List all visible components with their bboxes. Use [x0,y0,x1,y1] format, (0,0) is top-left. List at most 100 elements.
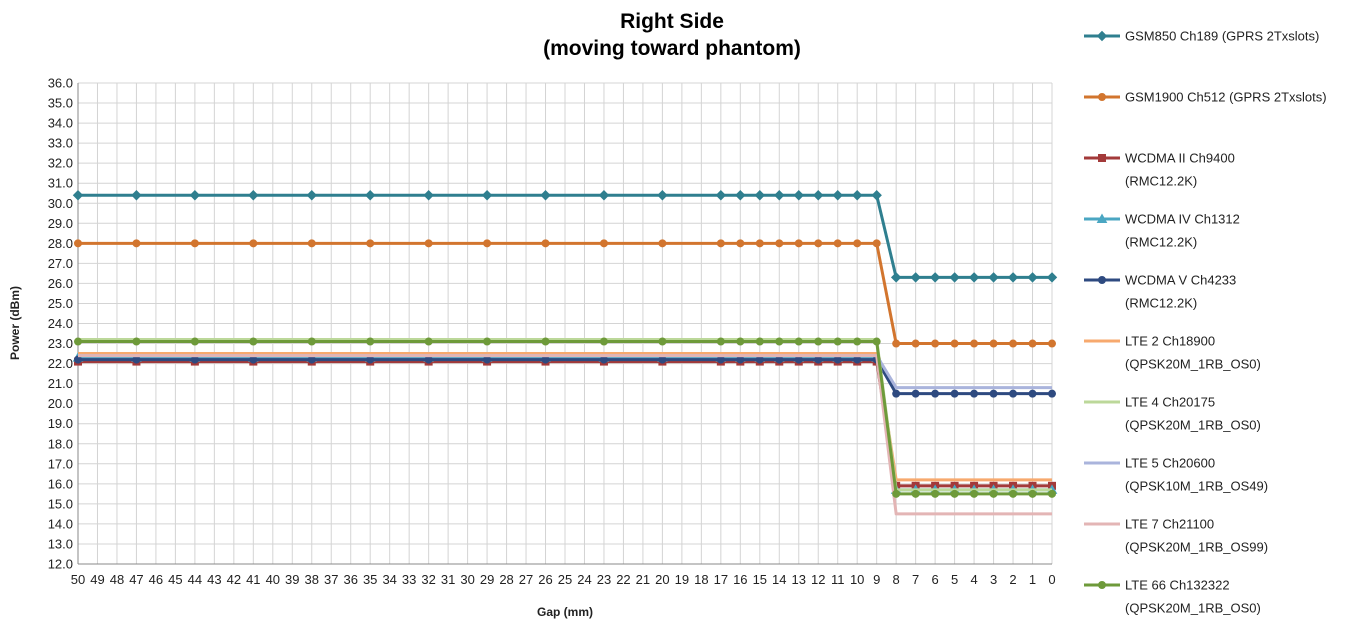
legend-label: LTE 5 Ch20600 [1125,456,1215,471]
series-point [307,337,316,346]
series-point [988,272,999,283]
series-point [189,190,201,201]
legend-label: LTE 2 Ch18900 [1125,334,1215,349]
series-point [249,355,258,364]
series-point [775,355,784,364]
y-tick-label: 29.0 [48,216,73,231]
series-point [833,239,842,248]
legend-item: GSM850 Ch189 (GPRS 2Txslots) [1084,29,1319,44]
legend-label: (QPSK20M_1RB_OS99) [1125,540,1268,555]
legend-label: (QPSK20M_1RB_OS0) [1125,601,1261,616]
legend-label: WCDMA II Ch9400 [1125,151,1235,166]
series-point [248,190,259,201]
series-point [872,337,881,346]
series-line [78,340,1052,496]
series-point [871,190,882,201]
x-tick-label: 17 [714,572,728,587]
x-tick-label: 45 [168,572,182,587]
series-point [832,190,843,201]
series-point [755,337,764,346]
y-tick-label: 26.0 [48,276,73,291]
series-point [949,272,960,283]
series-group [78,354,1052,516]
legend-label: (RMC12.2K) [1125,235,1197,250]
series-point [970,339,979,348]
legend-item: GSM1900 Ch512 (GPRS 2Txslots) [1084,90,1327,105]
x-tick-label: 29 [480,572,494,587]
series-point [74,337,82,346]
y-tick-label: 30.0 [48,196,73,211]
y-tick-label: 34.0 [48,116,73,131]
legend-label: LTE 7 Ch21100 [1125,517,1214,532]
series-point [931,339,940,348]
series-group [74,239,1056,348]
x-tick-label: 31 [441,572,455,587]
series-point [950,489,959,498]
series-point [950,389,959,398]
y-tick-label: 20.0 [48,396,73,411]
y-tick-label: 17.0 [48,456,73,471]
x-tick-label: 10 [850,572,864,587]
y-tick-label: 27.0 [48,256,73,271]
y-tick-label: 28.0 [48,236,73,251]
series-point [716,239,725,248]
series-point [1009,489,1018,498]
series-point [1007,272,1019,283]
x-tick-label: 47 [129,572,143,587]
x-tick-label: 27 [519,572,533,587]
series-point [911,389,920,398]
grid-lines [77,82,1053,565]
x-tick-label: 8 [893,572,900,587]
y-tick-label: 12.0 [48,557,73,572]
series-point [1048,489,1056,498]
series-point [190,355,199,364]
x-tick-label: 22 [616,572,630,587]
y-tick-label: 19.0 [48,416,73,431]
series-point [483,337,492,346]
series-point [910,272,921,283]
legend-item: WCDMA IV Ch1312 (RMC12.2K) [1084,212,1240,250]
legend-marker [1098,93,1106,101]
y-tick-label: 15.0 [48,496,73,511]
legend-item: LTE 4 Ch20175 (QPSK20M_1RB_OS0) [1084,395,1261,433]
series-point [541,355,550,364]
x-tick-label: 19 [675,572,689,587]
legend-label: LTE 66 Ch132322 [1125,578,1230,593]
x-tick-label: 16 [733,572,747,587]
x-tick-label: 5 [951,572,958,587]
series-group [74,337,1056,498]
legend-label: WCDMA V Ch4233 [1125,273,1236,288]
chart-subtitle: (moving toward phantom) [543,37,801,60]
legend-marker [1098,581,1106,589]
series-point [483,355,492,364]
y-tick-label: 16.0 [48,476,73,491]
series-point [74,239,82,248]
x-tick-label: 48 [110,572,124,587]
series-point [736,239,745,248]
series-point [814,355,823,364]
x-tick-label: 26 [538,572,552,587]
legend-marker [1096,213,1108,223]
y-tick-label: 32.0 [48,156,73,171]
series-point [541,337,550,346]
y-tick-label: 18.0 [48,436,73,451]
series-point [931,389,940,398]
series-point [74,355,82,364]
y-tick-label: 13.0 [48,536,73,551]
legend-label: LTE 4 Ch20175 [1125,395,1215,410]
x-tick-label: 18 [694,572,708,587]
series-point [366,355,375,364]
legend-label: (RMC12.2K) [1125,174,1197,189]
series-point [481,190,493,201]
chart-title: Right Side [620,10,724,33]
legend-label: (QPSK20M_1RB_OS0) [1125,418,1261,433]
series-point [1028,389,1037,398]
x-tick-label: 40 [266,572,280,587]
y-tick-label: 25.0 [48,296,73,311]
x-tick-label: 35 [363,572,377,587]
x-axis-label: Gap (mm) [537,605,593,619]
series-point [929,272,941,283]
series-line [78,354,1052,516]
x-tick-label: 34 [382,572,396,587]
legend-label: (QPSK10M_1RB_OS49) [1125,479,1268,494]
